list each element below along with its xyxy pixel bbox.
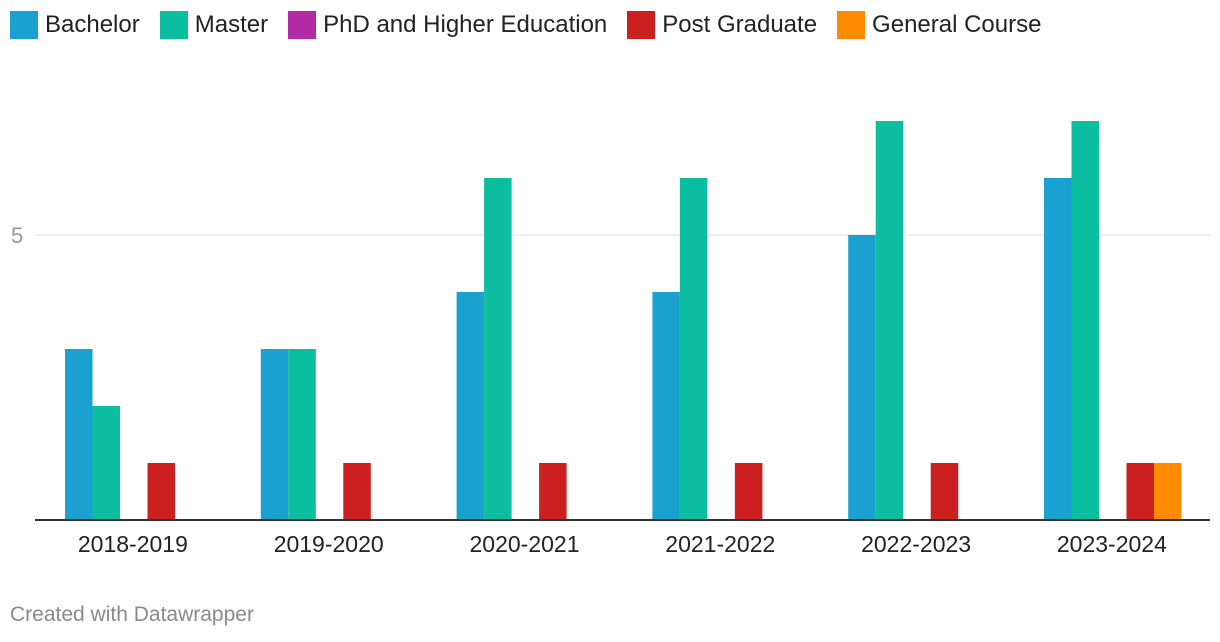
bar-post-graduate-2021-2022 [734, 463, 763, 520]
x-tick-label: 2022-2023 [861, 531, 971, 557]
legend-label: PhD and Higher Education [323, 11, 608, 38]
x-tick-label: 2023-2024 [1057, 531, 1167, 557]
legend-swatch [159, 11, 188, 39]
legend-swatch [10, 11, 38, 39]
x-tick-label: 2021-2022 [665, 531, 775, 557]
x-tick-label: 2020-2021 [470, 531, 580, 557]
x-tick-label: 2018-2019 [78, 531, 188, 557]
bar-post-graduate-2018-2019 [147, 463, 175, 520]
x-tick-label: 2019-2020 [274, 531, 384, 557]
bar-master-2020-2021 [484, 178, 512, 520]
bar-master-2022-2023 [875, 121, 904, 520]
bar-post-graduate-2023-2024 [1126, 463, 1154, 520]
legend-swatch [288, 11, 317, 39]
footer-credit: Created with Datawrapper [10, 603, 254, 626]
bar-bachelor-2020-2021 [456, 292, 485, 520]
bar-post-graduate-2019-2020 [343, 463, 371, 520]
bar-master-2023-2024 [1071, 121, 1099, 520]
y-tick-label: 5 [11, 223, 23, 248]
legend-item: General Course [837, 11, 1041, 39]
bar-post-graduate-2022-2023 [930, 463, 959, 520]
legend-label: General Course [872, 11, 1042, 38]
legend-item: Master [159, 11, 269, 39]
legend-swatch [627, 11, 656, 39]
bar-post-graduate-2020-2021 [539, 463, 567, 520]
bar-bachelor-2023-2024 [1044, 178, 1072, 520]
bar-master-2018-2019 [92, 406, 120, 520]
legend-label: Bachelor [45, 11, 140, 38]
bar-bachelor-2021-2022 [652, 292, 680, 520]
bar-bachelor-2018-2019 [65, 349, 93, 520]
bar-bachelor-2022-2023 [848, 235, 876, 520]
bar-general-course-2023-2024 [1154, 463, 1182, 520]
legend-item: PhD and Higher Education [288, 11, 607, 39]
legend-label: Post Graduate [662, 11, 818, 38]
bar-master-2019-2020 [288, 349, 316, 520]
bar-bachelor-2019-2020 [260, 349, 289, 520]
legend-label: Master [194, 11, 269, 38]
legend-item: Bachelor [10, 11, 140, 39]
legend-item: Post Graduate [627, 11, 817, 39]
legend-swatch [837, 11, 866, 39]
bar-master-2021-2022 [679, 178, 708, 520]
chart-legend: Bachelor Master PhD and Higher Education Po… [10, 11, 1061, 39]
